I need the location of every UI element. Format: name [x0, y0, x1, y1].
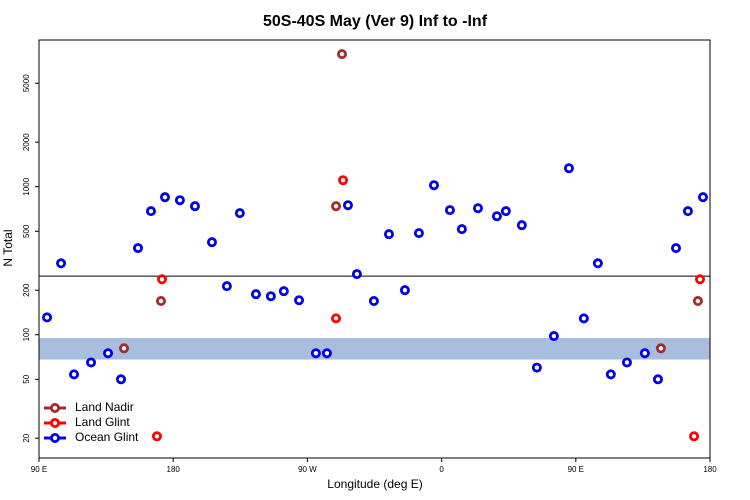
y-tick-label: 2000 [22, 133, 31, 151]
point [652, 374, 663, 385]
y-tick-label: 200 [22, 283, 31, 297]
point [413, 228, 424, 239]
point [472, 203, 483, 214]
x-tick-label: 90 W [298, 465, 317, 474]
y-tick-label: 500 [22, 224, 31, 238]
point [294, 295, 305, 306]
point [444, 205, 455, 216]
x-tick-label: 90 E [568, 465, 584, 474]
point [331, 201, 342, 212]
point [151, 431, 162, 442]
point [278, 286, 289, 297]
point [265, 291, 276, 302]
plot-frame [38, 39, 711, 459]
point [383, 229, 394, 240]
point [342, 200, 353, 211]
x-tick-label: 180 [703, 465, 717, 474]
point [155, 296, 166, 307]
point [69, 369, 80, 380]
chart-title: 50S-40S May (Ver 9) Inf to -Inf [263, 13, 488, 30]
point [563, 163, 574, 174]
legend-marker [50, 432, 61, 443]
point [221, 281, 232, 292]
point [174, 195, 185, 206]
legend-label: Ocean Glint [75, 430, 139, 444]
point [671, 243, 682, 254]
point [605, 369, 616, 380]
point [321, 348, 332, 359]
legend-label: Land Nadir [75, 400, 134, 414]
point [133, 243, 144, 254]
point [548, 331, 559, 342]
point [103, 348, 114, 359]
point [456, 224, 467, 235]
point [491, 211, 502, 222]
point [655, 343, 666, 354]
y-tick-label: 1000 [22, 177, 31, 195]
point [250, 289, 261, 300]
band [39, 338, 710, 360]
point [310, 348, 321, 359]
point [695, 274, 706, 285]
x-tick-label: 0 [439, 465, 444, 474]
point [692, 296, 703, 307]
y-tick-label: 50 [22, 374, 31, 383]
point [189, 201, 200, 212]
point [682, 206, 693, 217]
point [500, 206, 511, 217]
point [56, 258, 67, 269]
point [145, 206, 156, 217]
point [86, 357, 97, 368]
point [621, 357, 632, 368]
legend-marker [50, 402, 61, 413]
x-tick-label: 180 [167, 465, 181, 474]
legend-marker [50, 417, 61, 428]
point [428, 180, 439, 191]
point [689, 431, 700, 442]
point [697, 192, 708, 203]
y-tick-label: 100 [22, 328, 31, 342]
point [368, 296, 379, 307]
y-axis-label: N Total [1, 229, 15, 266]
point [331, 313, 342, 324]
point [159, 192, 170, 203]
point [639, 348, 650, 359]
x-tick-label: 90 E [31, 465, 47, 474]
x-axis-label: Longitude (deg E) [327, 477, 422, 491]
point [578, 313, 589, 324]
y-tick-label: 5000 [22, 74, 31, 92]
point [351, 269, 362, 280]
point [118, 343, 129, 354]
point [336, 49, 347, 60]
point [234, 208, 245, 219]
point [116, 374, 127, 385]
point [516, 220, 527, 231]
y-tick-label: 20 [22, 433, 31, 442]
point [206, 237, 217, 248]
point [592, 258, 603, 269]
point [338, 175, 349, 186]
point [157, 274, 168, 285]
point [531, 362, 542, 373]
legend-label: Land Glint [75, 415, 130, 429]
point [42, 312, 53, 323]
point [399, 285, 410, 296]
